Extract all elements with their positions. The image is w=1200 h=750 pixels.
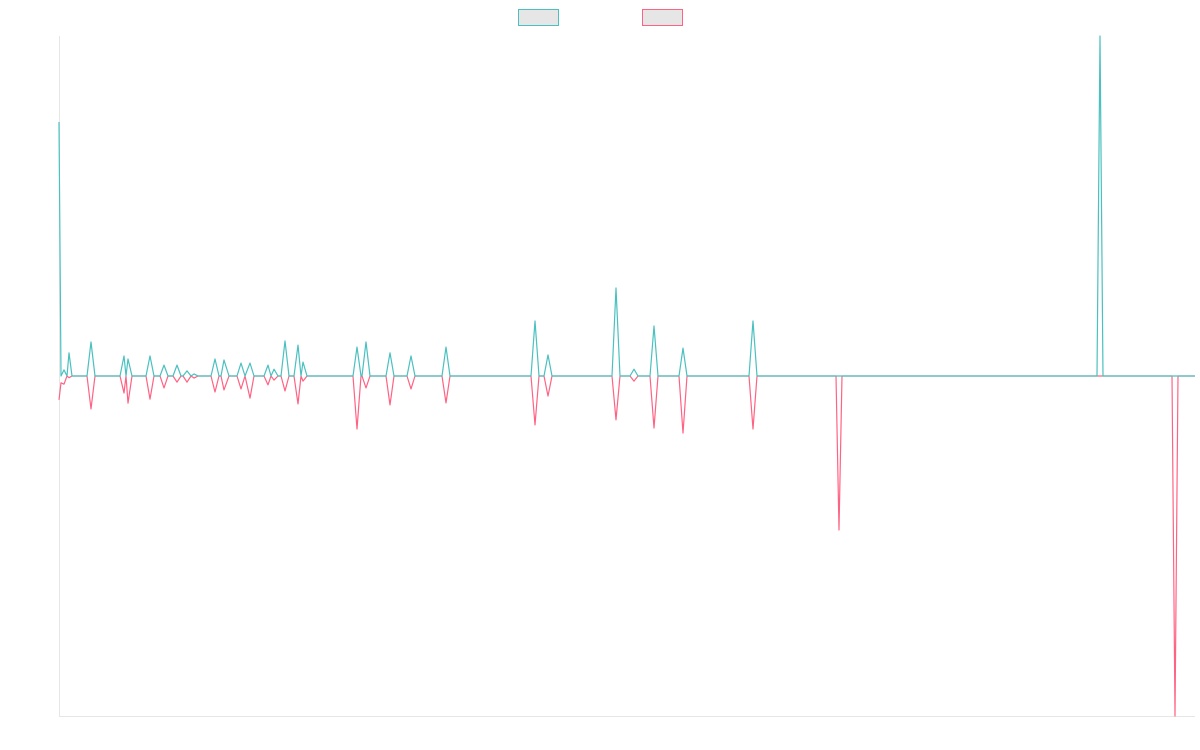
legend-swatch: [518, 9, 559, 26]
series-line: [58, 375, 1195, 717]
series-line: [58, 35, 1195, 377]
legend-swatch: [642, 9, 683, 26]
